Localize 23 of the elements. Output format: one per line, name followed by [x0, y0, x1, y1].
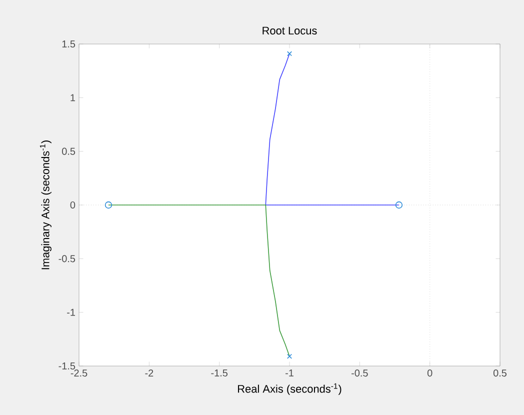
y-tick-label: 1.5	[62, 40, 76, 48]
line-series	[265, 53, 400, 206]
x-tick-label: -2	[145, 370, 154, 376]
point	[104, 201, 112, 209]
y-tick-label: -1	[67, 308, 76, 316]
x-tick-label: -2.5	[70, 370, 88, 377]
chart-title: Root Locus	[262, 26, 317, 35]
x-axis-title: Real Axis (seconds$^{-1}$)	[238, 383, 342, 395]
x-tick-label: -1.5	[211, 370, 228, 376]
y-tick-label: 1	[70, 94, 76, 102]
y-tick-label: -1.5	[58, 362, 76, 370]
y-tick-label: 0.5	[62, 148, 76, 155]
y-axis-title: Imaginary Axis (seconds$^{-1}$)	[40, 140, 52, 270]
x-tick-label: 0.5	[493, 370, 507, 377]
y-tick-label: 0	[70, 201, 76, 209]
y-tick-label: -0.5	[58, 255, 76, 262]
point	[395, 201, 403, 209]
x-tick-label: -0.5	[352, 370, 368, 377]
point	[286, 354, 292, 359]
point	[286, 51, 292, 56]
x-tick-label: -1	[286, 370, 294, 376]
line-series	[108, 204, 290, 357]
x-tick-label: 0	[427, 370, 432, 377]
